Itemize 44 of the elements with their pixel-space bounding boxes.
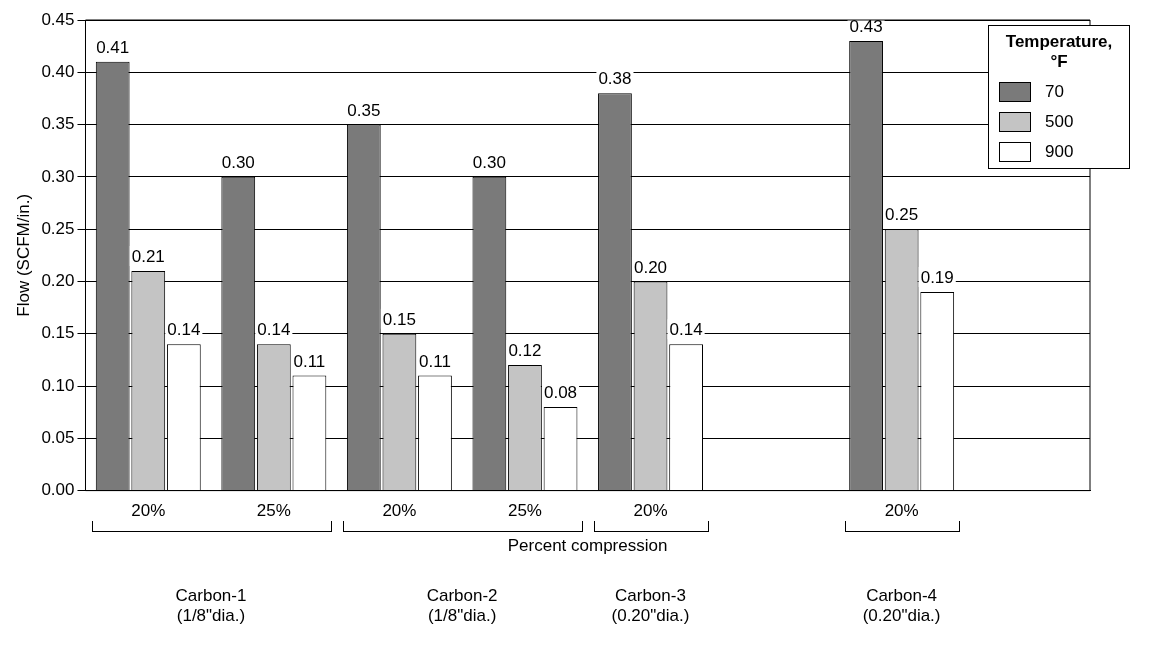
x-tick-label: 25% <box>256 501 291 521</box>
data-label: 0.38 <box>598 69 632 89</box>
data-label: 0.15 <box>382 309 416 329</box>
y-tick-label: 0.20 <box>41 271 75 291</box>
data-label: 0.14 <box>257 320 291 340</box>
y-tick-label: 0.15 <box>41 323 75 343</box>
text: 900 <box>1045 142 1074 162</box>
data-label: 0.41 <box>96 38 130 58</box>
y-tick-label: 0.05 <box>41 428 75 447</box>
data-label: 0.30 <box>221 153 255 173</box>
x-tick-label: 20% <box>884 501 919 521</box>
x-tick-label: 25% <box>507 501 542 521</box>
x-axis-title: Percent compression <box>507 535 668 556</box>
data-label: 0.25 <box>885 205 919 225</box>
data-label: 0.11 <box>419 351 451 371</box>
legend-label: 70 <box>1045 82 1064 102</box>
legend-title: Temperature, °F <box>1004 32 1114 72</box>
text: Carbon-1 (1/8"dia.) <box>175 585 247 626</box>
data-label: 0.08 <box>543 383 578 403</box>
y-tick-label: 0.40 <box>41 61 75 81</box>
y-tick-label: 0.30 <box>41 166 75 186</box>
data-label: 0.43 <box>849 17 883 37</box>
legend-label: 500 <box>1045 112 1074 132</box>
data-label: 0.14 <box>167 320 201 340</box>
x-tick-label: 20% <box>633 501 668 521</box>
x-tick-label: 20% <box>382 501 417 521</box>
text: Carbon-2 (1/8"dia.) <box>426 585 498 626</box>
y-tick-label: 0.00 <box>41 480 75 500</box>
y-tick-label: 0.10 <box>41 375 75 395</box>
data-label: 0.12 <box>508 341 542 361</box>
y-axis-title: Flow (SCFM/in.) <box>13 193 33 317</box>
data-label: 0.35 <box>347 100 381 120</box>
data-label: 0.20 <box>633 257 668 277</box>
x-tick-label: 20% <box>131 501 166 521</box>
text: Carbon-3 (0.20"dia.) <box>611 585 690 626</box>
data-label: 0.30 <box>472 153 506 173</box>
data-label: 0.21 <box>131 247 165 267</box>
data-label: 0.11 <box>293 351 326 371</box>
data-label: 0.19 <box>920 268 954 288</box>
y-tick-label: 0.35 <box>41 114 75 134</box>
y-tick-label: 0.45 <box>41 9 75 29</box>
data-label: 0.14 <box>669 320 703 340</box>
text: Carbon-4 (0.20"dia.) <box>862 585 941 626</box>
y-tick-label: 0.25 <box>41 218 75 238</box>
